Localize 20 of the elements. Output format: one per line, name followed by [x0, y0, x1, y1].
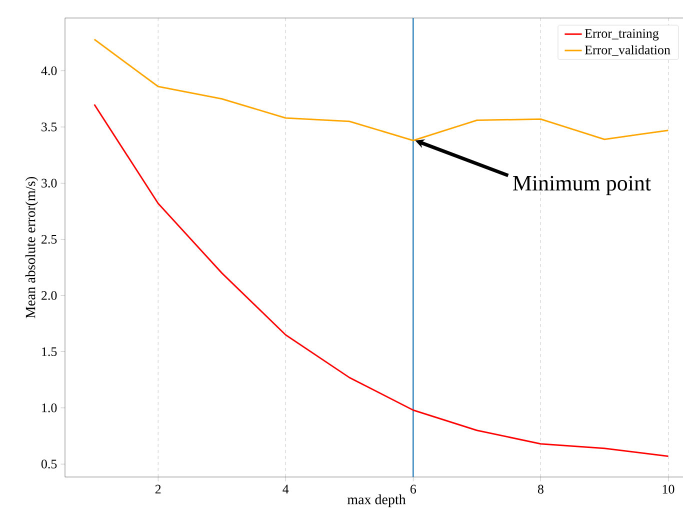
annotation: Minimum point	[512, 176, 651, 196]
y-tick-label: 0.5	[41, 460, 57, 468]
y-tick-label: 3.0	[42, 178, 57, 188]
y-tick-label: 2.5	[42, 234, 57, 244]
x-tick-label: 2	[155, 484, 161, 494]
x-tick-label: 8	[538, 484, 544, 494]
y-tick-label: 1.5	[42, 347, 57, 356]
x-tick-label: 4	[282, 484, 289, 494]
y-tick-label: 3.5	[42, 122, 57, 132]
line-series	[94, 104, 669, 457]
line-series	[94, 38, 669, 142]
x-axis-title: max depth	[347, 494, 406, 508]
y-tick-label: 1.0	[42, 403, 57, 412]
legend-label: Error_training	[584, 29, 659, 40]
x-tick-label: 6	[410, 484, 416, 494]
y-axis-title: Mean absolute error(m/s)	[25, 176, 38, 318]
y-tick-label: 2.0	[42, 291, 57, 300]
x-tick-label: 10	[662, 484, 674, 494]
y-tick-label: 4.0	[41, 66, 57, 76]
legend-label: Error_validation	[584, 45, 670, 56]
